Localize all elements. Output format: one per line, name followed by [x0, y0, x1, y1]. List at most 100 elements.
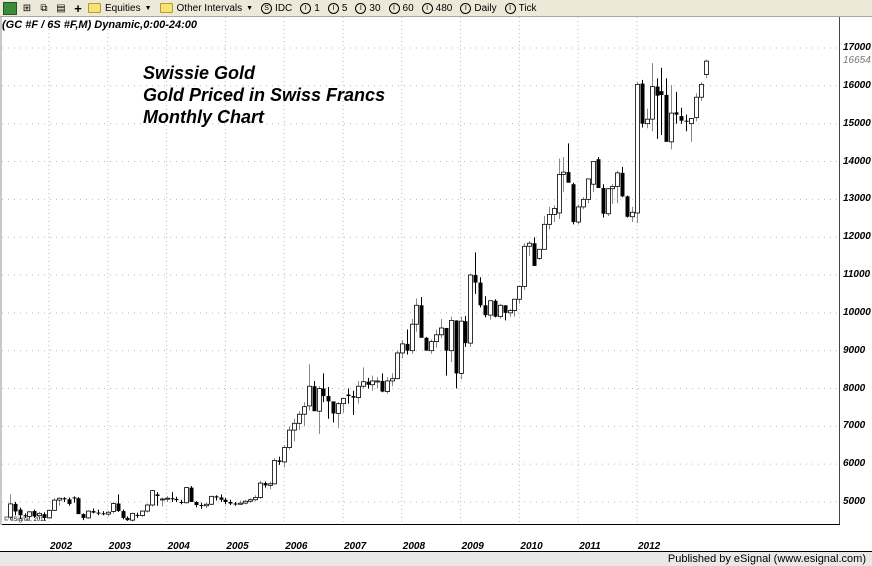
x-tick-label: 2004: [167, 541, 190, 552]
interval-480-button[interactable]: I 480: [421, 2, 452, 14]
candle: [468, 273, 473, 347]
properties-icon[interactable]: ▤: [56, 2, 66, 14]
candle: [537, 248, 542, 260]
candle: [209, 495, 214, 506]
x-tick-label: 2012: [638, 541, 661, 552]
y-tick-label: 15000: [843, 117, 871, 129]
candle: [463, 315, 468, 347]
candle: [106, 511, 111, 517]
x-tick-label: 2002: [50, 541, 73, 552]
candle: [566, 143, 571, 183]
candle: [380, 373, 385, 393]
y-tick-label: 9000: [843, 344, 866, 356]
candle: [160, 497, 165, 507]
candle: [699, 82, 704, 102]
folder-icon: [159, 3, 173, 13]
x-tick-label: 2007: [344, 541, 367, 552]
x-tick-label: 2008: [402, 541, 426, 552]
candle: [527, 240, 532, 257]
candle: [517, 285, 522, 304]
candle: [429, 339, 434, 354]
candle: [140, 510, 145, 518]
candle: [228, 499, 233, 506]
interval-30-button[interactable]: I 30: [355, 2, 381, 14]
candle: [272, 458, 277, 485]
interval-tick-button[interactable]: I Tick: [504, 2, 537, 14]
chevron-down-icon: ▼: [144, 4, 152, 12]
candle: [434, 329, 439, 348]
left-border: [0, 17, 2, 525]
candle: [552, 205, 557, 223]
candle: [473, 252, 478, 294]
candle: [263, 481, 268, 488]
interval-60-button[interactable]: I 60: [388, 2, 414, 14]
candle: [410, 318, 415, 354]
candle: [121, 509, 126, 520]
candle: [76, 497, 81, 515]
candle: [194, 501, 199, 508]
interval-daily-button[interactable]: I Daily: [460, 2, 497, 14]
last-price-label: 16654: [843, 55, 871, 67]
candle: [385, 377, 390, 394]
candle: [219, 494, 224, 502]
candle: [317, 386, 322, 434]
candle: [253, 495, 258, 502]
candle: [214, 495, 219, 501]
candle: [111, 502, 116, 514]
candle: [684, 114, 689, 132]
equities-dropdown[interactable]: Equities ▼: [88, 3, 152, 14]
candle: [390, 373, 395, 387]
candle: [512, 298, 517, 317]
candle: [199, 502, 204, 509]
candle: [679, 107, 684, 124]
candle: [307, 364, 312, 411]
chart-subtitle: Monthly Chart: [143, 107, 264, 127]
candle: [170, 492, 175, 502]
other-intervals-dropdown[interactable]: Other Intervals ▼: [159, 3, 253, 14]
interval-label: Daily: [474, 2, 497, 14]
interval-1-button[interactable]: I 1: [300, 2, 320, 14]
x-tick-label: 2010: [520, 541, 543, 552]
symbol-icon: S: [261, 2, 273, 14]
candle: [361, 367, 366, 389]
candle: [571, 182, 576, 225]
interval-icon: I: [421, 2, 433, 14]
candle: [72, 496, 77, 503]
candle: [130, 512, 135, 522]
candle: [52, 498, 57, 512]
candle: [459, 316, 464, 380]
copy-window-icon[interactable]: ⧉: [40, 2, 48, 14]
candle: [596, 156, 601, 189]
y-tick-label: 11000: [843, 269, 871, 281]
candle: [483, 296, 488, 318]
candle: [346, 388, 351, 404]
candle: [145, 503, 150, 513]
candle: [42, 512, 47, 521]
add-icon[interactable]: +: [74, 0, 82, 16]
candle: [23, 513, 28, 518]
y-tick-label: 7000: [843, 420, 866, 432]
y-tick-label: 17000: [843, 42, 871, 54]
interval-icon: I: [388, 2, 400, 14]
interval-icon: I: [504, 2, 516, 14]
candle: [635, 82, 640, 223]
candle: [238, 500, 243, 505]
x-tick-label: 2009: [461, 541, 484, 552]
chart-subtitle: Gold Priced in Swiss Francs: [143, 85, 386, 105]
y-tick-label: 16000: [843, 79, 871, 91]
candle: [664, 78, 669, 142]
new-window-icon[interactable]: ⊞: [22, 2, 32, 14]
candle: [532, 237, 537, 266]
candle: [444, 327, 449, 376]
interval-5-button[interactable]: I 5: [327, 2, 347, 14]
x-tick-label: 2003: [108, 541, 132, 552]
interval-label: Tick: [518, 2, 537, 14]
candle: [370, 375, 375, 391]
interval-idc-button[interactable]: S IDC: [261, 2, 292, 14]
chart-icon[interactable]: [3, 1, 17, 15]
chart-plot-area[interactable]: [0, 17, 840, 525]
candle: [331, 401, 336, 423]
candle: [581, 197, 586, 210]
candle: [204, 502, 209, 509]
candle: [493, 299, 498, 318]
